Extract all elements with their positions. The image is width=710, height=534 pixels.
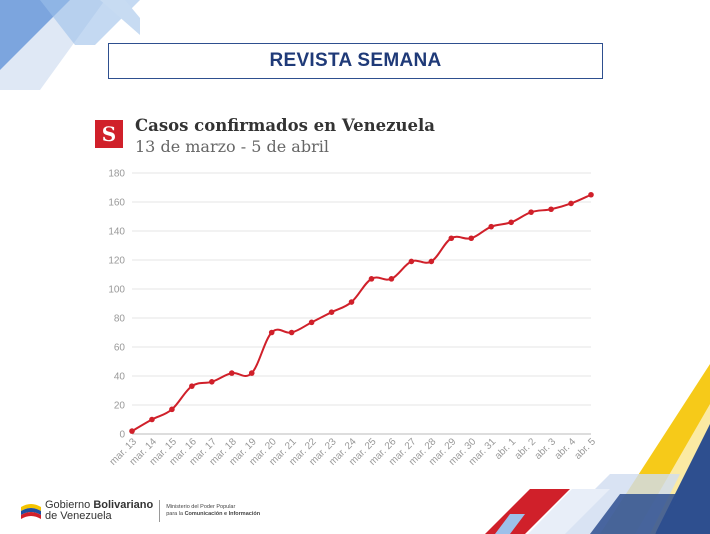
venezuela-flag-icon — [21, 504, 41, 519]
brand-logo-badge: S — [95, 120, 123, 148]
data-point — [428, 258, 435, 265]
data-point — [408, 258, 415, 265]
data-point — [588, 191, 594, 198]
y-tick-label: 40 — [114, 372, 126, 383]
chart-container: 0 20 40 60 80 100 120 140 160 180 mar. 13 mar. 14 ma… — [95, 112, 615, 482]
data-point — [169, 406, 175, 413]
y-tick-label: 0 — [119, 430, 125, 441]
y-tick-label: 180 — [108, 169, 125, 180]
y-tick-label: 140 — [108, 227, 125, 238]
footer-divider — [159, 500, 161, 522]
data-point — [288, 329, 295, 336]
data-point — [149, 416, 155, 423]
corner-decoration — [0, 0, 140, 90]
data-point — [548, 206, 554, 213]
page-title: REVISTA SEMANA — [269, 50, 442, 71]
data-point — [328, 309, 335, 315]
data-point — [528, 209, 534, 215]
chart-subtitle: 13 de marzo - 5 de abril — [135, 137, 329, 156]
data-point — [388, 276, 395, 282]
data-point — [209, 379, 215, 385]
y-tick-label: 20 — [114, 401, 126, 412]
data-point — [308, 319, 315, 326]
government-logo: Gobierno Bolivariano de Venezuela Minist… — [20, 497, 260, 525]
ministry-line2: para la Comunicación e Información — [166, 511, 261, 517]
y-tick-label: 100 — [108, 285, 125, 296]
header-title-box: REVISTA SEMANA — [108, 43, 603, 79]
chart-title: Casos confirmados en Venezuela — [135, 116, 435, 135]
data-point — [228, 370, 235, 376]
footer-decoration — [485, 364, 710, 534]
data-point — [368, 276, 375, 282]
y-tick-label: 60 — [114, 343, 126, 354]
data-point — [568, 200, 574, 207]
gov-line1: Gobierno Bolivariano — [45, 499, 154, 511]
data-point — [448, 235, 455, 242]
y-tick-label: 160 — [108, 198, 125, 209]
data-point — [268, 329, 275, 336]
y-tick-label: 120 — [108, 256, 125, 267]
data-point — [129, 428, 135, 434]
y-tick-label: 80 — [114, 314, 126, 325]
data-point — [468, 235, 475, 242]
data-point — [488, 223, 495, 230]
ministry-line1: Ministerio del Poder Popular — [166, 504, 236, 510]
data-point — [189, 383, 195, 389]
data-point — [348, 299, 355, 305]
data-point — [508, 219, 514, 226]
gov-line2: de Venezuela — [45, 510, 112, 522]
data-point — [248, 370, 255, 376]
